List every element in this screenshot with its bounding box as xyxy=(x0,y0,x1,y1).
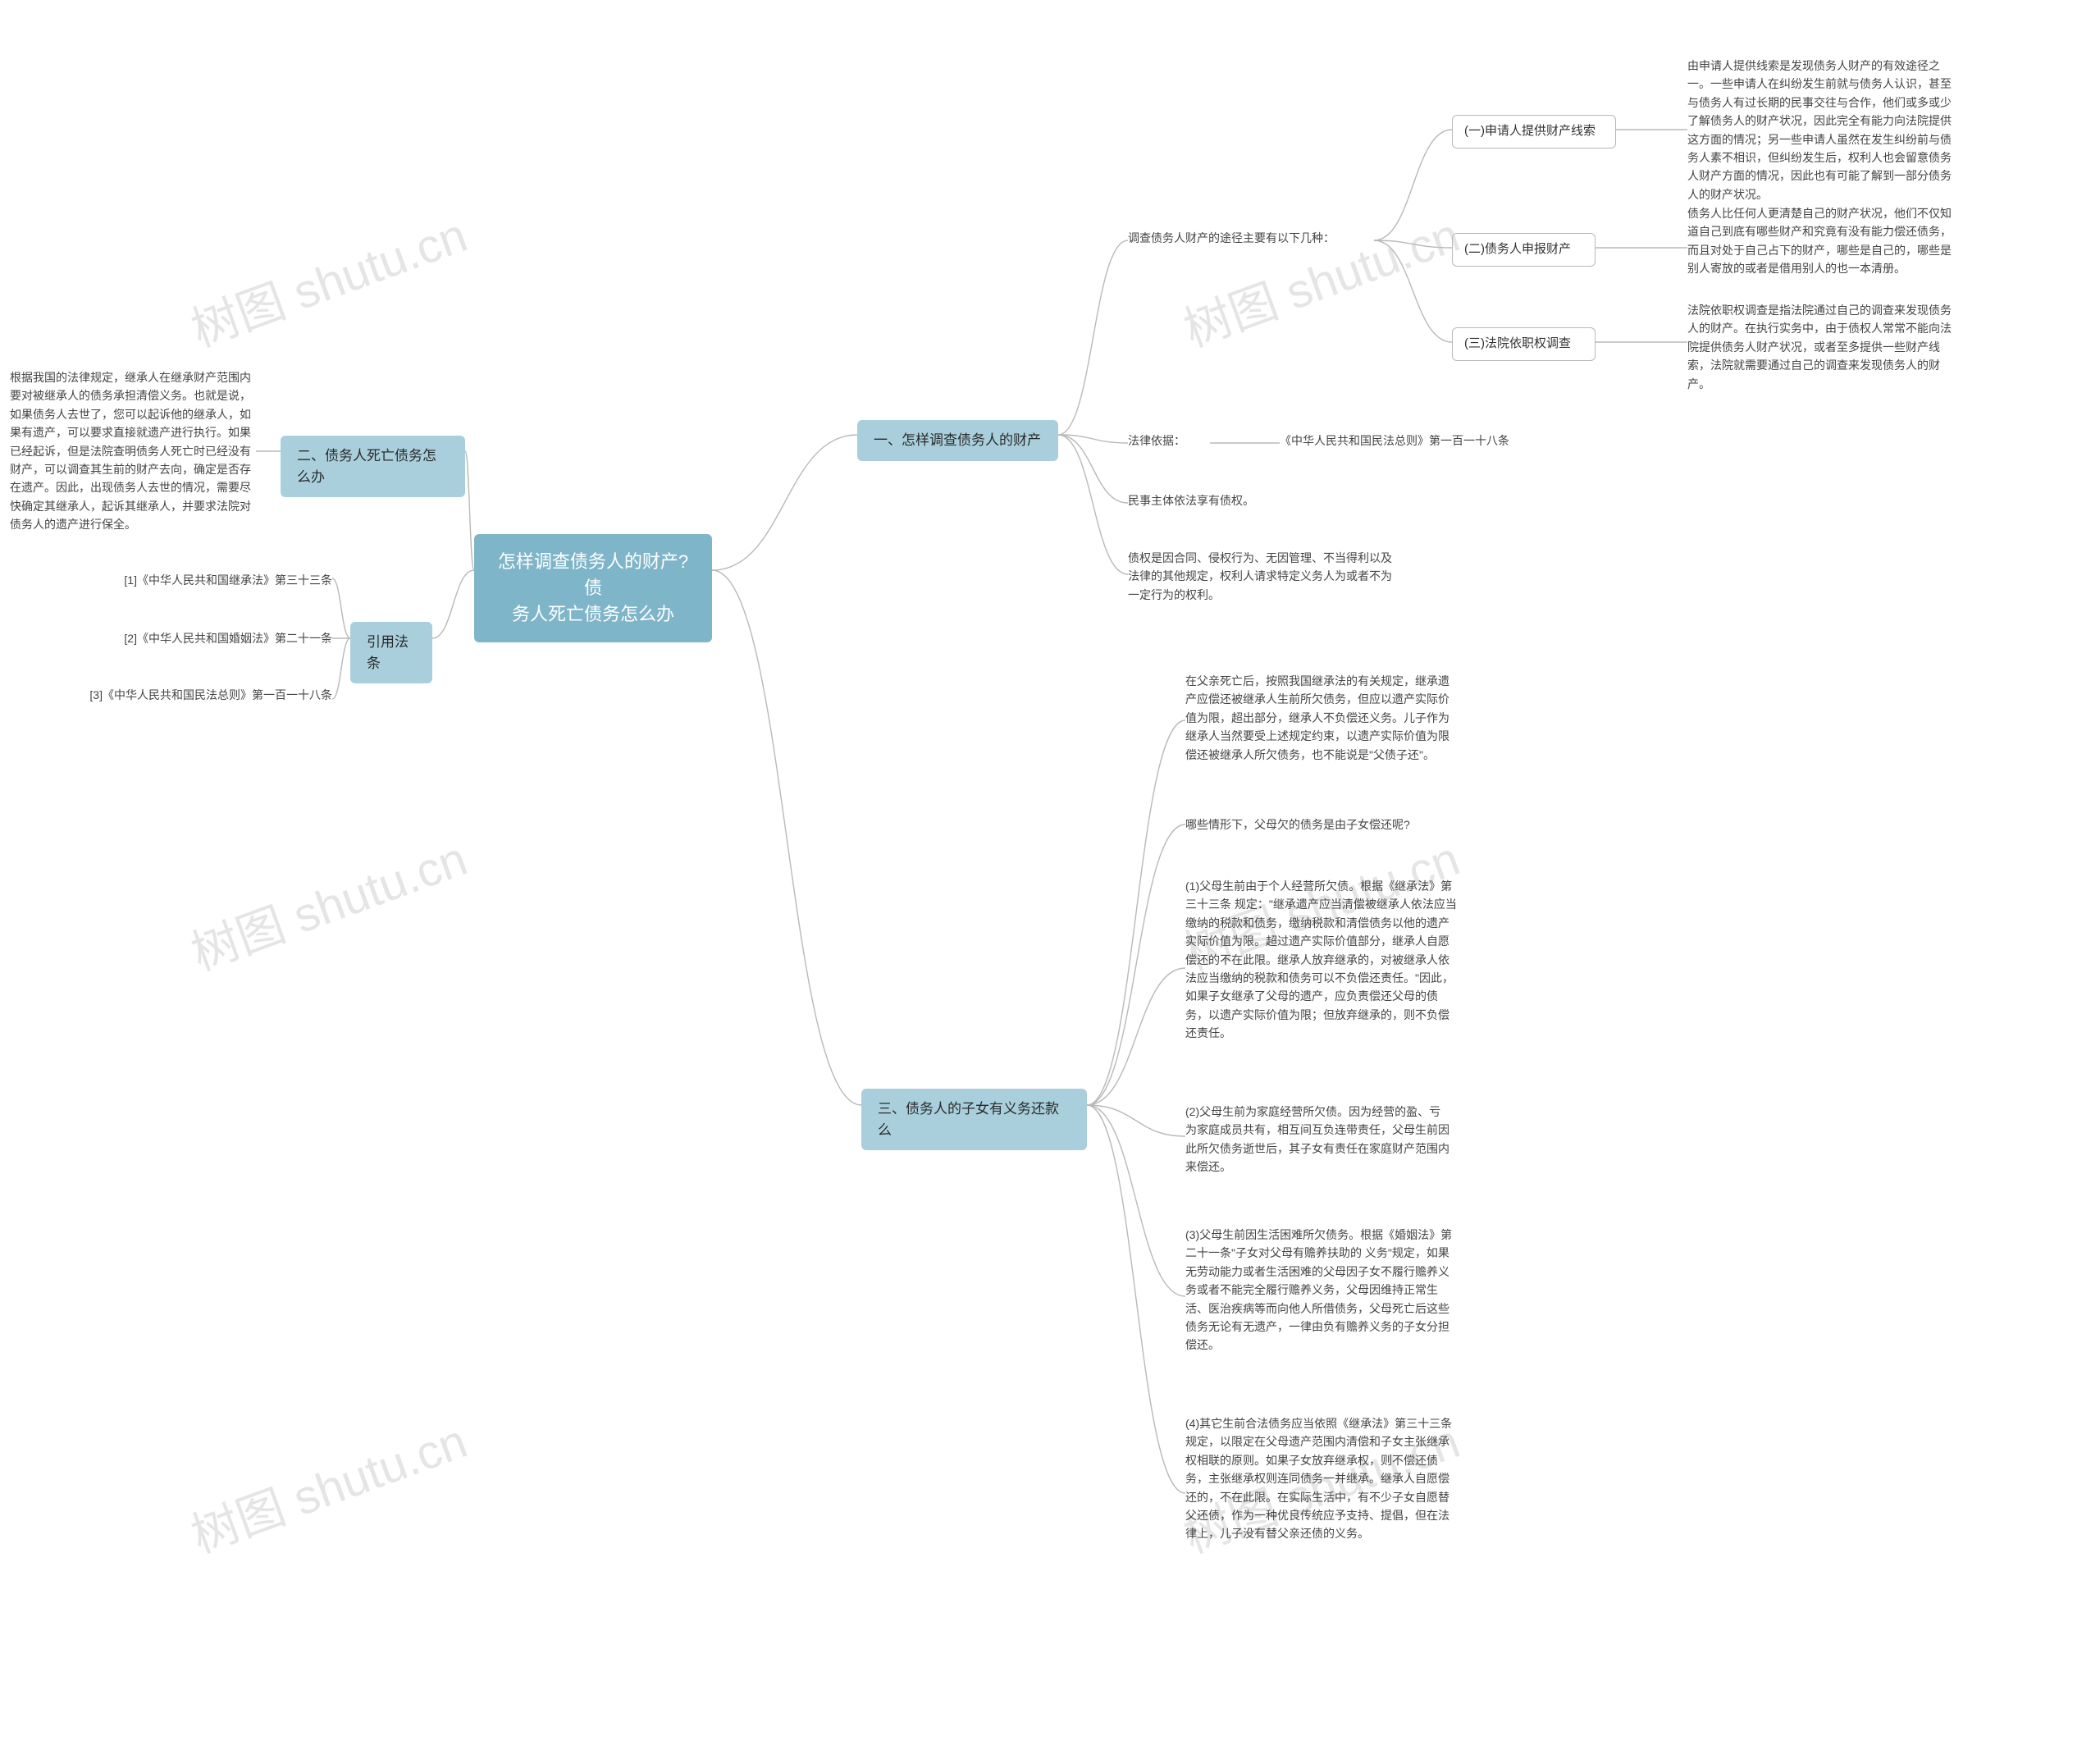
branch-2-desc: 根据我国的法律规定，继承人在继承财产范围内要对被继承人的债务承担清偿义务。也就是… xyxy=(10,365,256,537)
branch-3-item-5-text: (4)其它生前合法债务应当依照《继承法》第三十三条规定，以限定在父母遗产范围内清… xyxy=(1185,1417,1452,1540)
method-3-desc-text: 法院依职权调查是指法院通过自己的调查来发现债务人的财产。在执行实务中，由于债权人… xyxy=(1687,304,1952,391)
branch-3-item-5: (4)其它生前合法债务应当依照《继承法》第三十三条规定，以限定在父母遗产范围内清… xyxy=(1185,1411,1460,1546)
branch-4-item-1-text: [2]《中华人民共和国婚姻法》第二十一条 xyxy=(124,632,332,645)
edge xyxy=(465,451,474,570)
edge xyxy=(332,638,350,699)
edge xyxy=(712,435,857,570)
branch-4-title: 引用法条 xyxy=(367,634,409,671)
watermark: 树图 shutu.cn xyxy=(180,1403,475,1566)
edge xyxy=(432,570,474,638)
branch-3-item-1: 哪些情形下，父母欠的债务是由子女偿还呢? xyxy=(1185,812,1448,837)
method-2-desc-text: 债务人比任何人更清楚自己的财产状况，他们不仅知道自己到底有哪些财产和究竟有没有能… xyxy=(1687,207,1952,275)
edge xyxy=(332,578,350,638)
edge xyxy=(1058,435,1128,503)
mindmap-canvas: 怎样调查债务人的财产?债 务人死亡债务怎么办 一、怎样调查债务人的财产 调查债务… xyxy=(0,0,2100,1745)
watermark: 树图 shutu.cn xyxy=(180,197,475,360)
branch-3-item-0: 在父亲死亡后，按照我国继承法的有关规定，继承遗产应偿还被继承人生前所欠债务，但应… xyxy=(1185,669,1456,767)
branch-1-methods-title: 调查债务人财产的途径主要有以下几种： xyxy=(1128,231,1335,244)
branch-4-item-2: [3]《中华人民共和国民法总则》第一百一十八条 xyxy=(70,683,332,707)
branch-3-item-2-text: (1)父母生前由于个人经营所欠债。根据《继承法》第三十三条 规定："继承遗产应当… xyxy=(1185,879,1457,1039)
edge xyxy=(1087,825,1185,1105)
branch-4-item-0-text: [1]《中华人民共和国继承法》第三十三条 xyxy=(124,573,332,587)
branch-1-plain-2: 债权是因合同、侵权行为、无因管理、不当得利以及法律的其他规定，权利人请求特定义务… xyxy=(1128,546,1403,607)
branch-3-item-4-text: (3)父母生前因生活困难所欠债务。根据《婚姻法》第二十一条"子女对父母有赡养扶助… xyxy=(1185,1228,1452,1351)
method-1-label-text: (一)申请人提供财产线索 xyxy=(1464,124,1596,138)
law-basis-label-text: 法律依据： xyxy=(1128,434,1185,447)
branch-2: 二、债务人死亡债务怎么办 xyxy=(281,436,465,497)
root-title-line-1: 怎样调查债务人的财产?债 xyxy=(498,551,688,598)
branch-4-item-2-text: [3]《中华人民共和国民法总则》第一百一十八条 xyxy=(89,688,332,701)
branch-3-title: 三、债务人的子女有义务还款么 xyxy=(878,1101,1059,1138)
branch-3-item-3: (2)父母生前为家庭经营所欠债。因为经营的盈、亏为家庭成员共有，相互间互负连带责… xyxy=(1185,1099,1452,1180)
method-2-label-text: (二)债务人申报财产 xyxy=(1464,242,1571,256)
branch-3-item-3-text: (2)父母生前为家庭经营所欠债。因为经营的盈、亏为家庭成员共有，相互间互负连带责… xyxy=(1185,1105,1449,1173)
law-basis-label: 法律依据： xyxy=(1128,428,1210,453)
method-1-desc-text: 由申请人提供线索是发现债务人财产的有效途径之一。一些申请人在纠纷发生前就与债务人… xyxy=(1687,59,1952,201)
branch-2-title: 二、债务人死亡债务怎么办 xyxy=(297,448,436,485)
edge xyxy=(1087,1105,1185,1296)
root-node: 怎样调查债务人的财产?债 务人死亡债务怎么办 xyxy=(474,534,712,642)
branch-3-item-4: (3)父母生前因生活困难所欠债务。根据《婚姻法》第二十一条"子女对父母有赡养扶助… xyxy=(1185,1222,1460,1358)
edge xyxy=(1087,1105,1185,1493)
branch-3-item-0-text: 在父亲死亡后，按照我国继承法的有关规定，继承遗产应偿还被继承人生前所欠债务，但应… xyxy=(1185,674,1449,761)
method-2-desc: 债务人比任何人更清楚自己的财产状况，他们不仅知道自己到底有哪些财产和究竟有没有能… xyxy=(1687,201,1954,281)
method-1-label: (一)申请人提供财产线索 xyxy=(1452,115,1616,148)
root-title-line-2: 务人死亡债务怎么办 xyxy=(512,604,674,624)
edge xyxy=(712,570,861,1105)
method-2-label: (二)债务人申报财产 xyxy=(1452,233,1596,267)
branch-1-title: 一、怎样调查债务人的财产 xyxy=(874,432,1041,448)
method-3-desc: 法院依职权调查是指法院通过自己的调查来发现债务人的财产。在执行实务中，由于债权人… xyxy=(1687,298,1954,396)
watermark: 树图 shutu.cn xyxy=(180,820,475,984)
method-1-desc: 由申请人提供线索是发现债务人财产的有效途径之一。一些申请人在纠纷发生前就与债务人… xyxy=(1687,53,1954,207)
edge xyxy=(1087,968,1185,1105)
branch-4-item-0: [1]《中华人民共和国继承法》第三十三条 xyxy=(70,568,332,592)
branch-3-item-2: (1)父母生前由于个人经营所欠债。根据《继承法》第三十三条 规定："继承遗产应当… xyxy=(1185,874,1460,1046)
branch-1-methods: 调查债务人财产的途径主要有以下几种： xyxy=(1128,226,1374,250)
edge xyxy=(1374,240,1452,248)
branch-3-item-1-text: 哪些情形下，父母欠的债务是由子女偿还呢? xyxy=(1185,818,1410,831)
method-3-label-text: (三)法院依职权调查 xyxy=(1464,336,1571,350)
method-3-label: (三)法院依职权调查 xyxy=(1452,327,1596,361)
branch-1-plain-1-text: 民事主体依法享有债权。 xyxy=(1128,494,1254,507)
branch-1-plain-2-text: 债权是因合同、侵权行为、无因管理、不当得利以及法律的其他规定，权利人请求特定义务… xyxy=(1128,551,1392,601)
branch-1-plain-1: 民事主体依法享有债权。 xyxy=(1128,488,1292,513)
edge xyxy=(1087,720,1185,1105)
edge xyxy=(1058,435,1128,443)
edge xyxy=(1058,240,1128,435)
law-basis-ref: 《中华人民共和国民法总则》第一百一十八条 xyxy=(1280,428,1550,453)
branch-3: 三、债务人的子女有义务还款么 xyxy=(861,1089,1087,1150)
edge xyxy=(1374,130,1452,240)
edge xyxy=(1087,1105,1185,1136)
branch-4-item-1: [2]《中华人民共和国婚姻法》第二十一条 xyxy=(70,626,332,651)
branch-4: 引用法条 xyxy=(350,622,432,683)
law-basis-ref-text: 《中华人民共和国民法总则》第一百一十八条 xyxy=(1280,434,1509,447)
edge xyxy=(1374,240,1452,342)
watermark: 树图 shutu.cn xyxy=(1173,197,1468,360)
branch-1: 一、怎样调查债务人的财产 xyxy=(857,420,1058,461)
branch-2-desc-text: 根据我国的法律规定，继承人在继承财产范围内要对被继承人的债务承担清偿义务。也就是… xyxy=(10,371,251,531)
edge xyxy=(1058,435,1128,574)
